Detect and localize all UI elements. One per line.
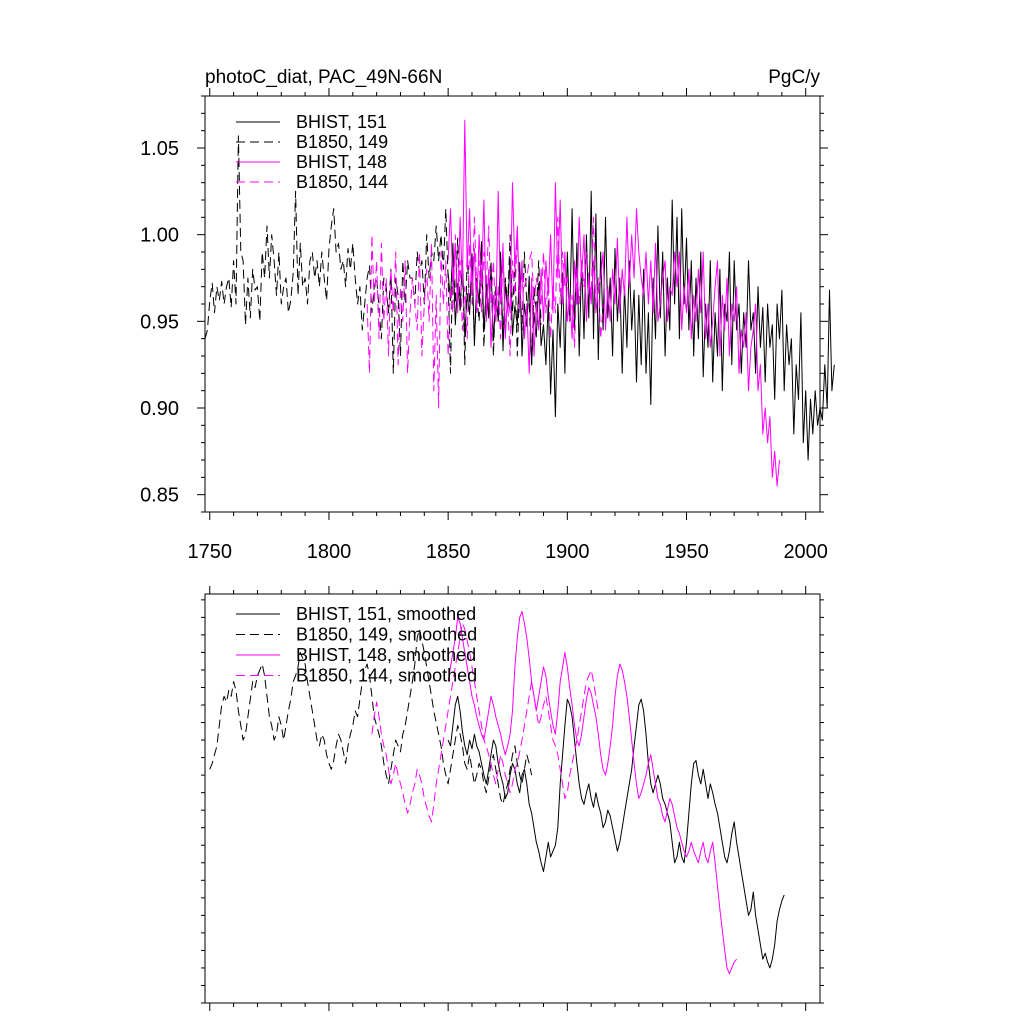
top-x-tick-label-1850: 1850 [426,541,471,563]
top-y-tick-label-1: 0.90 [140,398,179,420]
bottom-series-line-4 [371,622,599,823]
top-x-tick-label-1950: 1950 [664,541,709,563]
bottom-plot-frame [204,593,821,1004]
top-legend-label-2: B1850, 149 [296,132,388,152]
top-y-tick-label-2: 0.95 [140,311,179,333]
top-chart-title: photoC_diat, PAC_49N-66N [205,67,442,88]
bottom-legend-label-2: B1850, 149, smoothed [296,625,477,645]
top-x-tick-label-2000: 2000 [783,541,828,563]
top-y-tick-label-0: 0.85 [140,485,179,507]
top-x-tick-label-1800: 1800 [307,541,352,563]
bottom-series-line-1 [447,695,785,969]
bottom-series-line-3 [447,611,737,975]
bottom-ticks-group [201,586,824,1011]
top-series-line-4 [366,216,604,409]
top-legend-label-4: B1850, 144 [296,172,388,192]
bottom-legend-label-1: BHIST, 151, smoothed [296,604,476,624]
top-series-line-1 [447,190,835,461]
top-legend-label-1: BHIST, 151 [296,112,387,132]
bottom-series-line-2 [209,628,533,805]
top-legend-label-3: BHIST, 148 [296,152,387,172]
top-plot-frame [204,95,821,513]
bottom-series-group [209,611,785,975]
top-series-line-2 [204,135,542,374]
top-units-label: PgC/y [768,67,820,88]
top-x-tick-label-1750: 1750 [188,541,233,563]
top-ticks-group: 1750 1800 1850 1900 1950 2000 0.85 0.90 0.95 1.00… [140,88,828,563]
top-y-tick-label-3: 1.00 [140,225,179,247]
bottom-legend-label-3: BHIST, 148, smoothed [296,645,476,665]
bottom-legend-label-4: B1850, 144, smoothed [296,666,477,686]
top-series-group [204,119,835,487]
top-panel: 1750 1800 1850 1900 1950 2000 0.85 0.90 0.95 1.00… [140,67,835,563]
top-x-tick-label-1900: 1900 [545,541,590,563]
top-y-tick-label-4: 1.05 [140,138,179,160]
